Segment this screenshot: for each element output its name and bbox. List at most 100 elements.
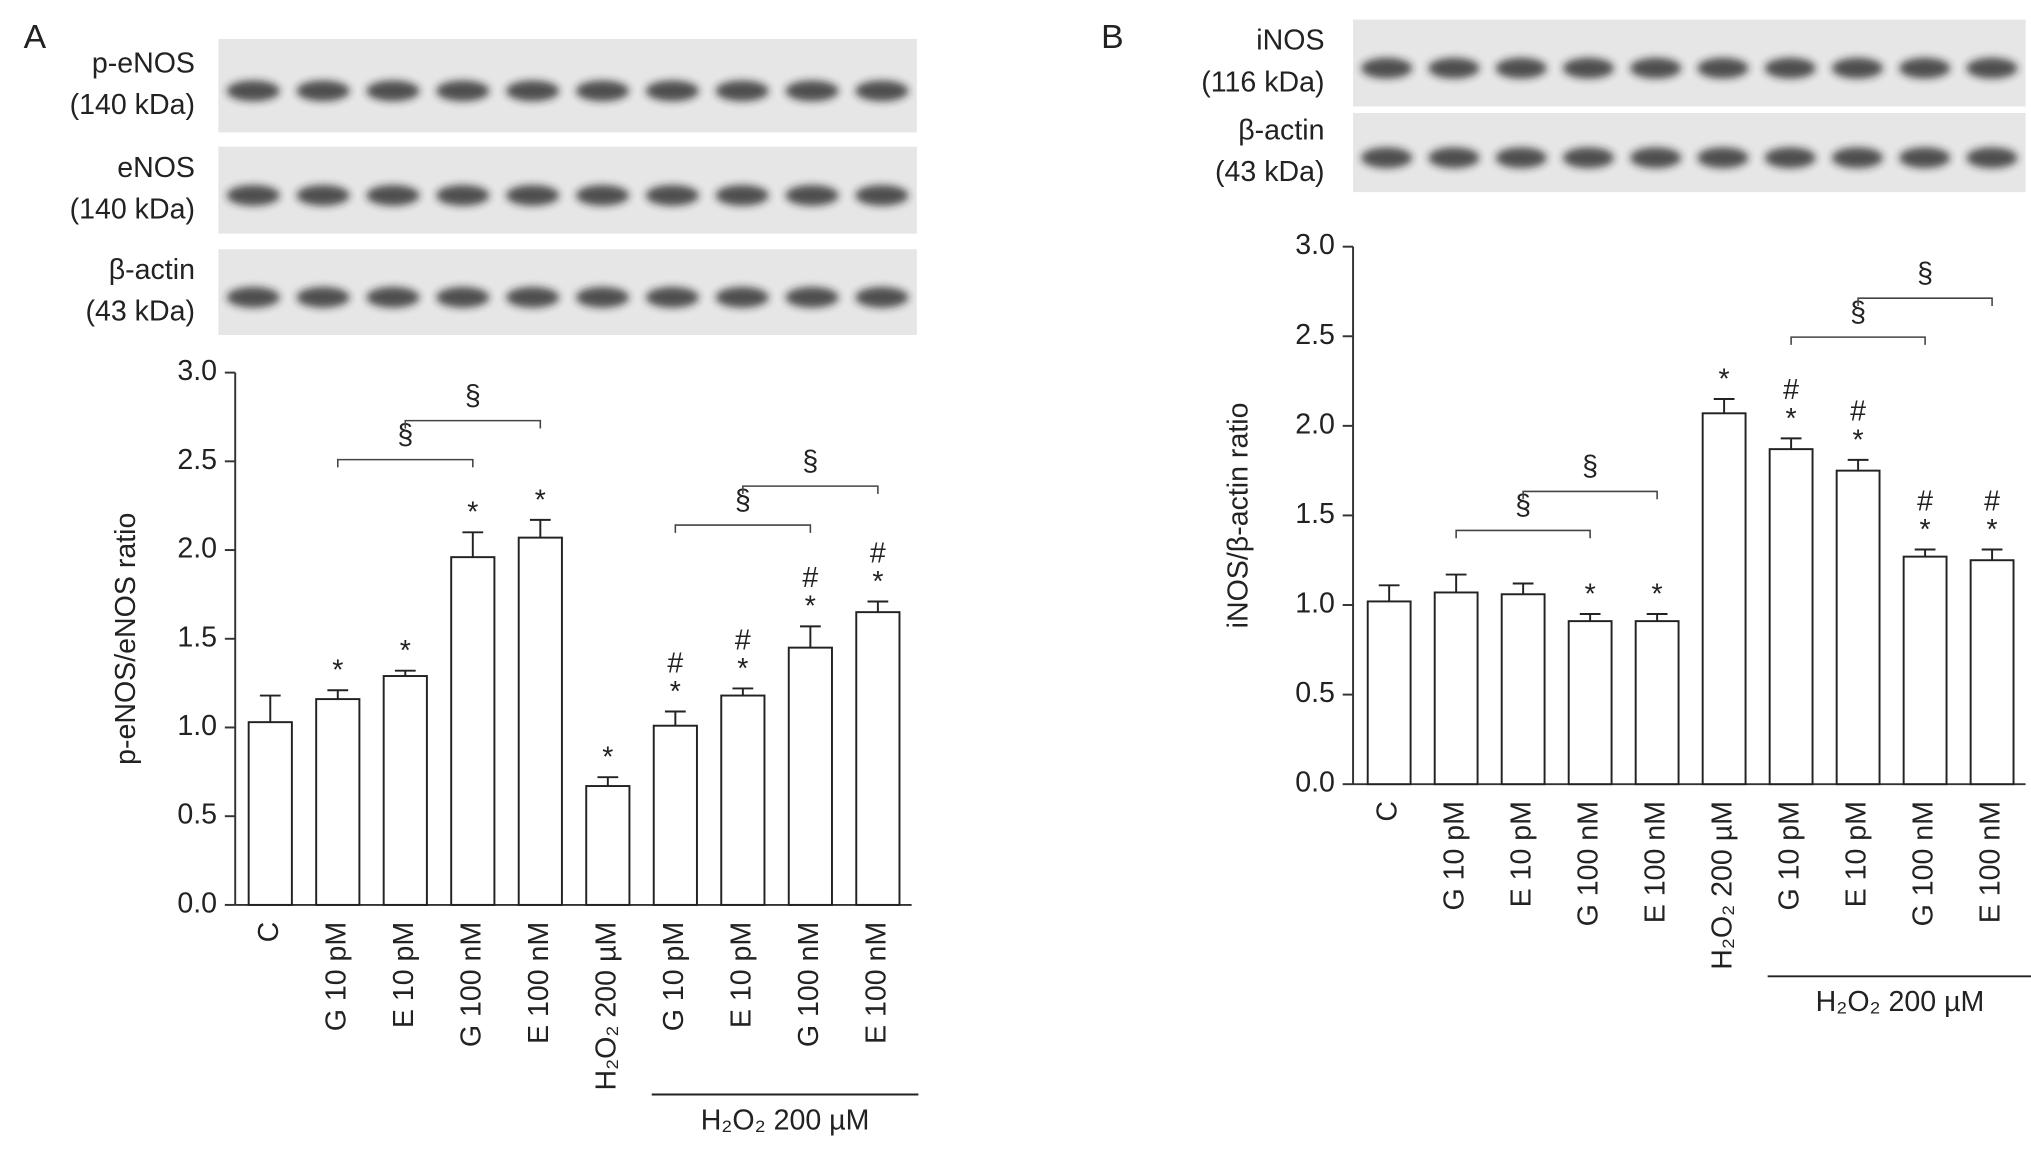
blot-band xyxy=(296,80,350,102)
y-tick-label: 2.0 xyxy=(177,533,217,565)
significance-mark: * xyxy=(737,653,748,685)
blot-band xyxy=(1562,57,1614,79)
blot-name: iNOS xyxy=(1256,25,1324,57)
x-tick-label: G 10 pM xyxy=(658,922,690,1031)
blot-band xyxy=(1899,147,1951,169)
blot-band xyxy=(715,185,769,206)
blot-band xyxy=(1630,57,1682,79)
bar xyxy=(855,611,901,906)
y-tick-label: 0.5 xyxy=(1295,677,1335,709)
blot-band xyxy=(785,185,839,206)
blot-band xyxy=(296,286,350,308)
significance-mark: # xyxy=(667,647,683,679)
x-tick-label: C xyxy=(1372,801,1404,822)
significance-mark: * xyxy=(400,635,411,667)
blot-band xyxy=(226,286,280,308)
x-tick-label: G 10 pM xyxy=(1774,801,1806,910)
significance-mark: # xyxy=(1850,396,1866,428)
blot-band xyxy=(855,185,909,206)
blot-band xyxy=(1562,147,1614,169)
bar xyxy=(1366,600,1412,786)
y-tick-label: 2.5 xyxy=(177,444,217,476)
blot-size: (43 kDa) xyxy=(1215,156,1324,188)
blot-band xyxy=(575,80,630,102)
bar xyxy=(1567,620,1613,786)
significance-bracket xyxy=(1857,297,1993,306)
blot-size: (140 kDa) xyxy=(70,89,195,121)
significance-mark: * xyxy=(535,484,546,516)
bracket-label: § xyxy=(397,419,413,451)
bracket-label: § xyxy=(735,484,751,516)
y-tick-label: 1.5 xyxy=(1295,498,1335,530)
x-tick-label: G 100 nM xyxy=(1908,801,1940,926)
blot-band xyxy=(1495,57,1547,79)
blot-band xyxy=(1966,147,2018,169)
blot-name: β-actin xyxy=(109,254,195,286)
significance-mark: * xyxy=(1585,578,1596,610)
y-tick-label: 0.5 xyxy=(177,799,217,831)
bracket-label: § xyxy=(465,380,481,412)
x-tick-label: E 10 pM xyxy=(1506,801,1538,907)
blot-band xyxy=(785,80,839,102)
significance-bracket xyxy=(337,458,474,468)
blot-name: eNOS xyxy=(117,152,195,184)
blot-band xyxy=(785,286,839,308)
bracket-label: § xyxy=(802,445,818,477)
panel-label: A xyxy=(24,18,47,56)
significance-mark: * xyxy=(332,655,343,687)
blot-band xyxy=(855,80,909,102)
group-label: H₂O₂ 200 µM xyxy=(1816,986,1985,1018)
bar xyxy=(315,698,361,906)
blot-band xyxy=(715,286,769,308)
x-tick-label: E 10 pM xyxy=(1841,801,1873,907)
blot-band xyxy=(575,286,630,308)
blot-band xyxy=(1697,57,1749,79)
blot-band xyxy=(436,185,490,206)
significance-bracket xyxy=(404,419,542,429)
blot-band xyxy=(1966,57,2018,79)
x-tick-label: C xyxy=(253,922,285,943)
bar xyxy=(720,694,766,906)
y-tick-label: 1.5 xyxy=(177,621,217,653)
significance-mark: * xyxy=(1652,578,1663,610)
x-tick-label: E 100 nM xyxy=(523,922,555,1044)
bar xyxy=(1835,469,1881,786)
y-tick-label: 1.0 xyxy=(1295,588,1335,620)
significance-mark: * xyxy=(1719,363,1730,395)
group-label: H₂O₂ 200 µM xyxy=(701,1104,870,1136)
blot-band xyxy=(226,80,280,102)
bar xyxy=(1768,448,1814,786)
x-tick-label: E 100 nM xyxy=(1640,801,1672,923)
significance-mark: # xyxy=(802,562,818,594)
x-tick-label: E 100 nM xyxy=(1975,801,2007,923)
bar xyxy=(585,785,631,906)
y-axis-label: p-eNOS/eNOS ratio xyxy=(110,513,142,765)
blot-band xyxy=(1831,147,1884,169)
significance-mark: * xyxy=(1853,424,1864,456)
significance-mark: * xyxy=(1786,403,1797,435)
significance-mark: * xyxy=(602,742,613,774)
blot-band xyxy=(296,185,350,206)
bracket-label: § xyxy=(1515,490,1531,522)
significance-bracket xyxy=(1790,336,1926,345)
bar xyxy=(1634,620,1680,786)
blot-band xyxy=(575,185,630,206)
x-tick-label: H₂O₂ 200 µM xyxy=(1707,801,1739,970)
x-tick-label: G 100 nM xyxy=(1573,801,1605,926)
significance-bracket xyxy=(742,485,879,494)
bar xyxy=(382,675,428,906)
bar xyxy=(1969,559,2015,786)
bar xyxy=(450,556,496,906)
significance-mark: # xyxy=(735,624,751,656)
x-tick-label: E 10 pM xyxy=(725,922,757,1028)
blot-band xyxy=(855,286,909,308)
y-tick-label: 0.0 xyxy=(1295,767,1335,799)
significance-mark: * xyxy=(805,591,816,623)
x-tick-label: E 10 pM xyxy=(388,922,420,1028)
y-tick-label: 1.0 xyxy=(177,710,217,742)
significance-mark: * xyxy=(1987,514,1998,546)
y-tick-label: 3.0 xyxy=(177,355,217,387)
blot-band xyxy=(366,185,420,206)
blot-band xyxy=(1428,57,1480,79)
bracket-label: § xyxy=(1917,257,1933,289)
